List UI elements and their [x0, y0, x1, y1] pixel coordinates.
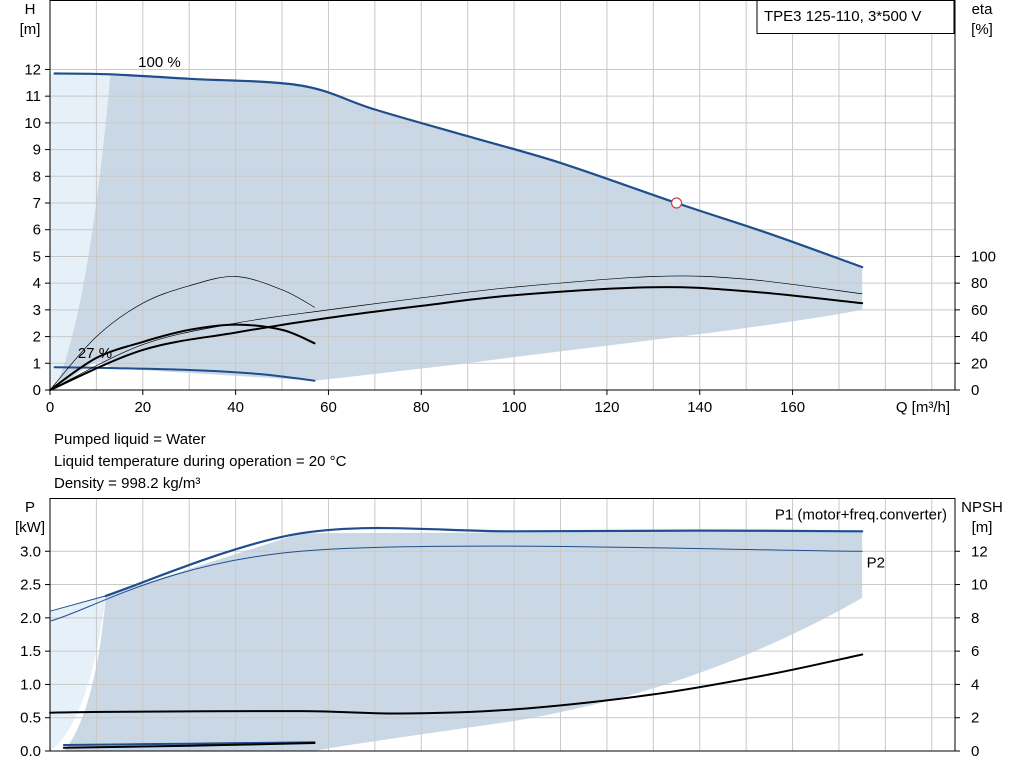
duty-point: [670, 197, 683, 209]
y-tick-label: 6: [33, 222, 41, 239]
y2-axis-label: eta: [972, 1, 994, 18]
y-tick-label: 5: [33, 248, 41, 265]
speed-label: 27 %: [78, 345, 112, 362]
plot-frame: [49, 0, 956, 391]
pumped-liquid-text: Pumped liquid = Water: [54, 431, 206, 448]
legend-p2: P2: [867, 554, 885, 571]
y-tick-label: 0.0: [20, 743, 41, 760]
x-tick-label: 0: [46, 399, 54, 416]
y2-axis-unit: [m]: [972, 519, 993, 536]
y-axis-label: P: [25, 499, 35, 516]
series-NPSH: [49, 653, 864, 715]
series-eta_max: [49, 286, 864, 391]
operating-range-band: [54, 74, 863, 390]
y-tick-label: 0.5: [20, 710, 41, 727]
series-P1: [104, 526, 864, 597]
y-tick-label: 7: [33, 195, 41, 212]
y2-tick-label: 4: [971, 676, 979, 693]
y-tick-label: 4: [33, 275, 41, 292]
chart-panel-2: [45, 498, 960, 752]
y-tick-label: 11: [25, 88, 41, 105]
series-H100: [53, 72, 864, 269]
y2-tick-label: 60: [971, 302, 988, 319]
y-tick-label: 1.0: [20, 676, 41, 693]
y2-tick-label: 6: [971, 643, 979, 660]
y2-tick-label: 40: [971, 329, 988, 346]
legend-p1: P1 (motor+freq.converter): [775, 506, 947, 523]
y2-tick-label: 100: [971, 248, 996, 265]
series-eta_min: [49, 323, 316, 391]
x-tick-label: 60: [320, 399, 337, 416]
y2-tick-label: 2: [971, 710, 979, 727]
y-tick-label: 9: [33, 142, 41, 159]
x-tick-label: 160: [780, 399, 805, 416]
series-P2: [49, 545, 863, 622]
y-tick-label: 2: [33, 329, 41, 346]
y-tick-label: 2.0: [20, 610, 41, 627]
x-tick-label: 120: [594, 399, 619, 416]
model-box: [756, 0, 955, 34]
x-tick-label: 40: [227, 399, 244, 416]
y2-tick-label: 80: [971, 275, 988, 292]
series-P1_ext: [49, 595, 107, 612]
y-tick-label: 3: [33, 302, 41, 319]
y2-axis-unit: [%]: [971, 21, 993, 38]
y-tick-label: 2.5: [20, 577, 41, 594]
y-tick-label: 8: [33, 168, 41, 185]
operating-range-band: [63, 531, 863, 751]
model-box-text: TPE3 125-110, 3*500 V: [764, 8, 921, 25]
y2-tick-label: 0: [971, 382, 979, 399]
chart-panel-1: [45, 0, 960, 395]
y2-tick-label: 12: [971, 543, 988, 560]
series-P_min2: [62, 742, 316, 749]
y-tick-label: 1.5: [20, 643, 41, 660]
x-axis-label: Q [m³/h]: [896, 399, 950, 416]
y-tick-label: 1: [33, 355, 41, 372]
x-tick-label: 100: [502, 399, 527, 416]
series-eta_min_thin: [49, 276, 315, 391]
band-light-region: [50, 73, 111, 391]
y-tick-label: 12: [24, 61, 41, 78]
y-axis-unit: [m]: [20, 21, 41, 38]
speed-label: 100 %: [138, 54, 181, 71]
y2-tick-label: 20: [971, 355, 988, 372]
density-text: Density = 998.2 kg/m³: [54, 475, 201, 492]
x-tick-label: 80: [413, 399, 430, 416]
y2-tick-label: 10: [971, 577, 988, 594]
series-eta_max_thin: [49, 275, 863, 391]
y2-tick-label: 0: [971, 743, 979, 760]
y-tick-label: 10: [24, 115, 41, 132]
x-tick-label: 20: [134, 399, 151, 416]
y-axis-unit: [kW]: [15, 519, 45, 536]
plot-frame: [49, 498, 956, 752]
y2-axis-label: NPSH: [961, 499, 1003, 516]
y-axis-label: H: [25, 1, 36, 18]
x-tick-label: 140: [687, 399, 712, 416]
y2-tick-label: 8: [971, 610, 979, 627]
y-tick-label: 0: [33, 382, 41, 399]
liquid-temperature-text: Liquid temperature during operation = 20…: [54, 453, 347, 470]
y-tick-label: 3.0: [20, 543, 41, 560]
